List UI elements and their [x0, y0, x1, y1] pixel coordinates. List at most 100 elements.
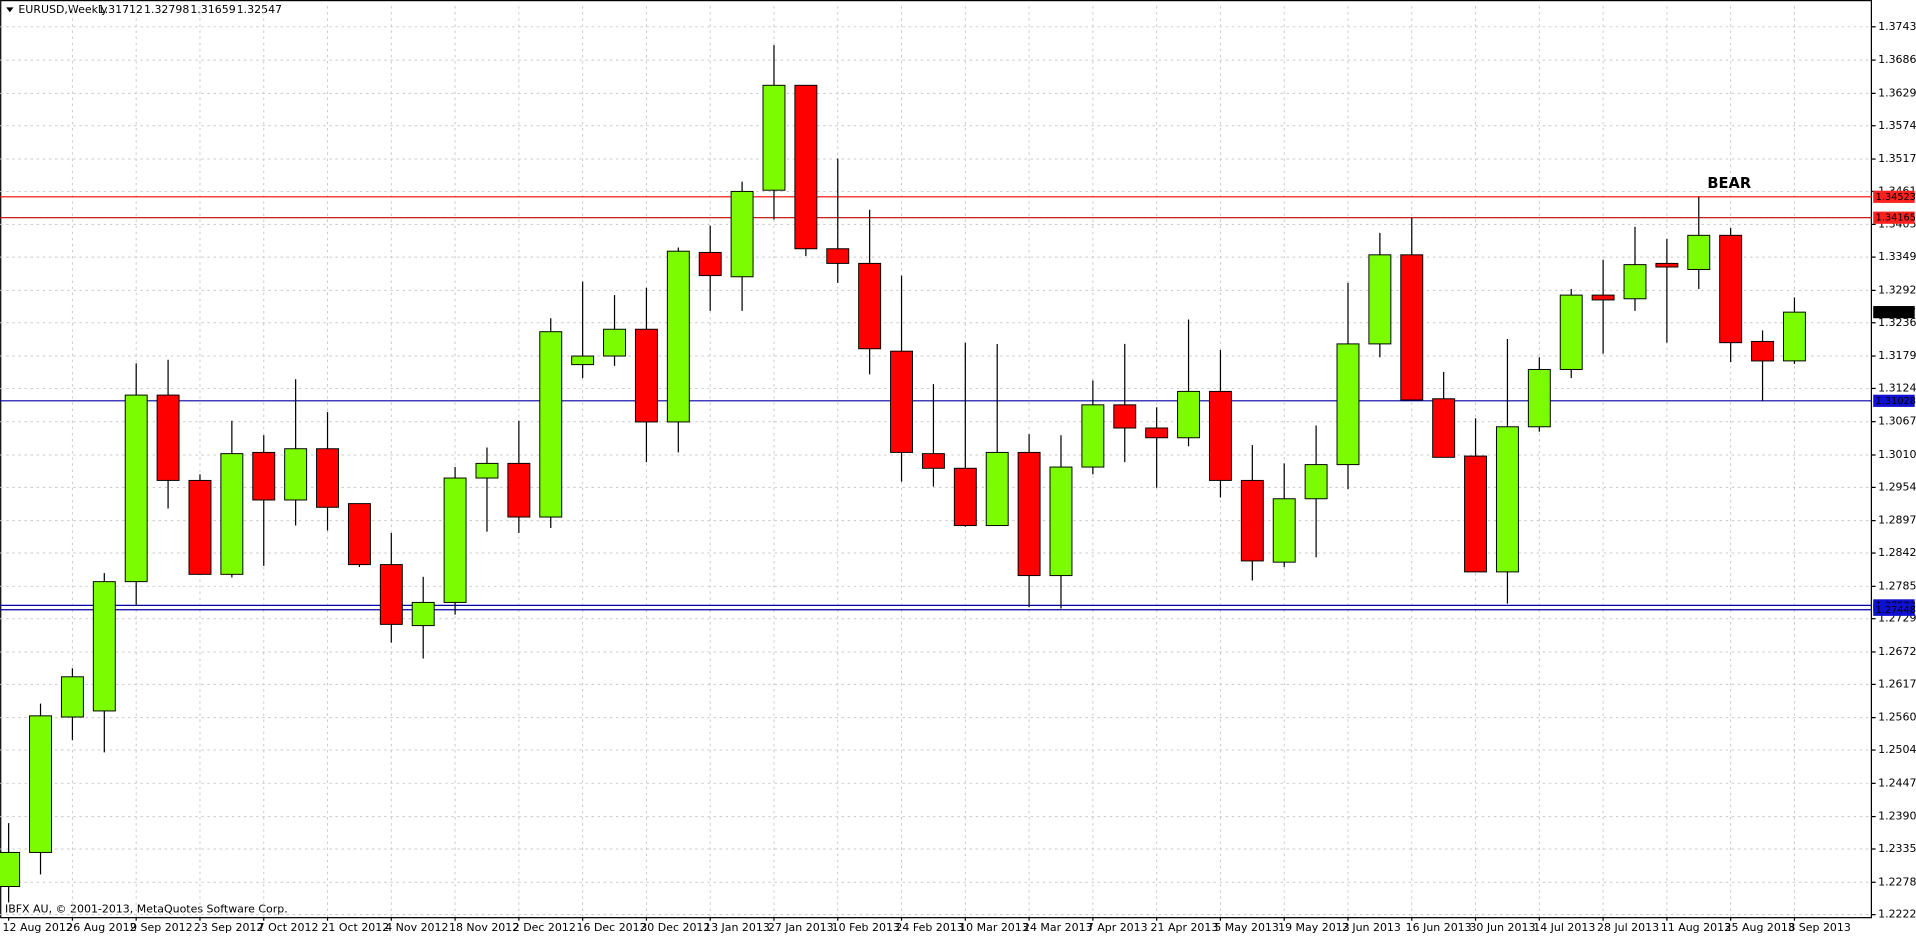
x-tick-label: 18 Nov 2012 — [449, 921, 519, 934]
y-tick-label: 1.22225 — [1878, 908, 1916, 921]
candle-body — [698, 251, 722, 277]
candle-body — [1145, 427, 1169, 439]
candle-body — [953, 467, 977, 527]
x-tick-label: 13 Jan 2013 — [704, 921, 770, 934]
x-tick-label: 21 Oct 2012 — [321, 921, 389, 934]
y-tick-label: 1.28975 — [1878, 514, 1916, 527]
x-tick-label: 5 May 2013 — [1214, 921, 1279, 934]
candle-body — [29, 715, 52, 853]
candle-body — [1049, 466, 1073, 577]
candle-body — [124, 394, 148, 583]
x-tick-label: 27 Jan 2013 — [768, 921, 834, 934]
price-tag — [1873, 211, 1915, 224]
price-tag-label: 1.34165 — [1876, 213, 1916, 224]
y-tick-label: 1.23905 — [1878, 810, 1916, 823]
candle-body — [1304, 464, 1328, 500]
candle-body — [1464, 455, 1488, 573]
price-tag-label: 1.27448 — [1876, 605, 1916, 616]
y-tick-label: 1.32365 — [1878, 316, 1916, 329]
candle-body — [1559, 294, 1583, 370]
price-tag-label: 1.34523 — [1876, 192, 1916, 203]
candle-body — [347, 503, 371, 566]
candle-body — [1081, 404, 1105, 468]
candle-body — [1240, 479, 1264, 562]
x-tick-label: 16 Jun 2013 — [1406, 921, 1472, 934]
menu-arrow[interactable] — [6, 7, 14, 13]
candle-body — [858, 262, 882, 350]
x-tick-label: 7 Apr 2013 — [1087, 921, 1148, 934]
candle-body — [411, 601, 435, 627]
candle-body — [571, 355, 595, 366]
price-tag — [1873, 603, 1915, 616]
price-tag-label: 1.31028 — [1876, 396, 1916, 407]
y-tick-label: 1.27850 — [1878, 579, 1916, 592]
x-tick-label: 25 Aug 2013 — [1725, 921, 1795, 934]
x-tick-label: 16 Dec 2012 — [577, 921, 647, 934]
candle-body — [1591, 294, 1615, 301]
y-tick-label: 1.37435 — [1878, 20, 1916, 33]
price-tag — [1873, 394, 1915, 407]
y-tick-label: 1.32920 — [1878, 283, 1916, 296]
x-tick-label: 24 Mar 2013 — [1023, 921, 1093, 934]
candle-body — [1208, 390, 1232, 481]
y-tick-label: 1.36865 — [1878, 53, 1916, 66]
x-tick-label: 10 Mar 2013 — [959, 921, 1029, 934]
candle-body — [507, 462, 531, 518]
y-tick-label: 1.35170 — [1878, 152, 1916, 165]
candle-body — [603, 328, 626, 357]
candle-body — [539, 331, 563, 518]
y-tick-label: 1.33490 — [1878, 250, 1916, 263]
candle-body — [1655, 262, 1679, 268]
candle-body — [1336, 343, 1360, 466]
x-tick-label: 8 Sep 2013 — [1788, 921, 1851, 934]
candle-body — [443, 477, 467, 603]
candle-body — [475, 462, 499, 479]
candle-body — [1527, 368, 1551, 428]
x-tick-label: 7 Oct 2012 — [258, 921, 319, 934]
x-tick-label: 14 Jul 2013 — [1533, 921, 1595, 934]
candle-body — [1368, 254, 1392, 345]
candle-body — [379, 564, 403, 625]
candle-body — [762, 84, 786, 191]
price-tag — [1873, 306, 1915, 319]
x-tick-label: 19 May 2013 — [1278, 921, 1350, 934]
candle-body — [316, 448, 339, 508]
candle-body — [1495, 426, 1519, 573]
candle-body — [1782, 311, 1806, 362]
x-tick-label: 23 Sep 2012 — [194, 921, 264, 934]
y-tick-label: 1.26170 — [1878, 677, 1916, 690]
y-tick-label: 1.31795 — [1878, 349, 1916, 362]
candle-body — [1113, 404, 1137, 429]
candle-body — [220, 453, 244, 575]
x-tick-label: 21 Apr 2013 — [1151, 921, 1219, 934]
copyright: IBFX AU, © 2001-2013, MetaQuotes Softwar… — [5, 903, 288, 916]
y-tick-label: 1.25045 — [1878, 743, 1916, 756]
candle-body — [188, 479, 212, 575]
candle-body — [1400, 254, 1424, 401]
x-tick-label: 30 Jun 2013 — [1469, 921, 1535, 934]
x-tick-label: 24 Feb 2013 — [895, 921, 963, 934]
x-tick-label: 9 Sep 2012 — [130, 921, 193, 934]
x-tick-label: 28 Jul 2013 — [1597, 921, 1659, 934]
candle-body — [1177, 390, 1201, 439]
candle-body — [1687, 234, 1711, 270]
annotation: BEAR — [1707, 175, 1751, 192]
symbol: EURUSD,Weekly — [18, 3, 108, 16]
candle-body — [794, 84, 818, 250]
y-tick-label: 1.26725 — [1878, 645, 1916, 658]
candle-body — [0, 851, 21, 888]
candle-body — [156, 394, 180, 481]
candle-body — [1623, 264, 1647, 300]
candle-body — [284, 448, 308, 501]
candle-body — [890, 350, 914, 453]
candle-body — [60, 676, 84, 718]
candle-body — [634, 328, 658, 423]
candle-body — [1751, 340, 1775, 362]
y-tick-label: 1.25600 — [1878, 711, 1916, 724]
candle-body — [921, 453, 945, 469]
y-tick-label: 1.30100 — [1878, 448, 1916, 461]
candle-body — [730, 190, 754, 278]
x-tick-label: 2 Dec 2012 — [513, 921, 576, 934]
candle-body — [1017, 451, 1041, 577]
